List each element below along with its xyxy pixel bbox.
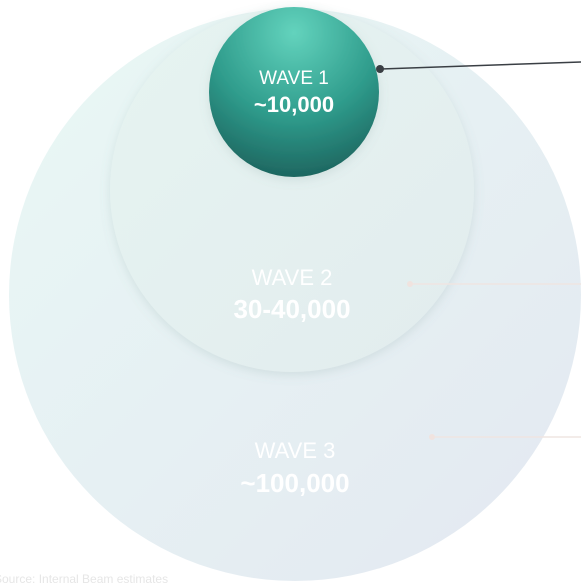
wave-1-circle bbox=[209, 7, 379, 177]
wave-label: WAVE 3 bbox=[255, 438, 336, 463]
wave-2-circle bbox=[110, 8, 474, 372]
wave-value: ~100,000 bbox=[240, 468, 349, 498]
connector-dot-2 bbox=[407, 281, 413, 287]
wave-label: WAVE 1 bbox=[259, 68, 329, 89]
source-note: Source: Internal Beam estimates bbox=[0, 572, 168, 583]
wave-value: ~10,000 bbox=[254, 92, 334, 117]
connector-dot-3 bbox=[429, 434, 435, 440]
connector-1 bbox=[379, 61, 581, 70]
connector-dot-1 bbox=[376, 65, 384, 73]
wave-value: 30-40,000 bbox=[233, 294, 350, 324]
wave-label: WAVE 2 bbox=[252, 265, 333, 290]
